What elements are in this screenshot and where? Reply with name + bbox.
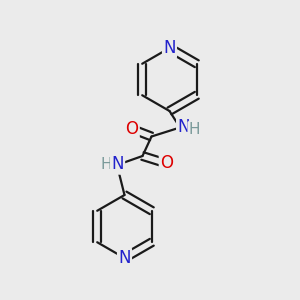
Text: N: N bbox=[118, 249, 131, 267]
Text: H: H bbox=[101, 157, 112, 172]
Text: O: O bbox=[160, 154, 173, 172]
Text: N: N bbox=[163, 39, 176, 57]
Text: N: N bbox=[177, 118, 190, 136]
Text: N: N bbox=[111, 155, 124, 173]
Text: O: O bbox=[125, 120, 139, 138]
Text: H: H bbox=[189, 122, 200, 137]
